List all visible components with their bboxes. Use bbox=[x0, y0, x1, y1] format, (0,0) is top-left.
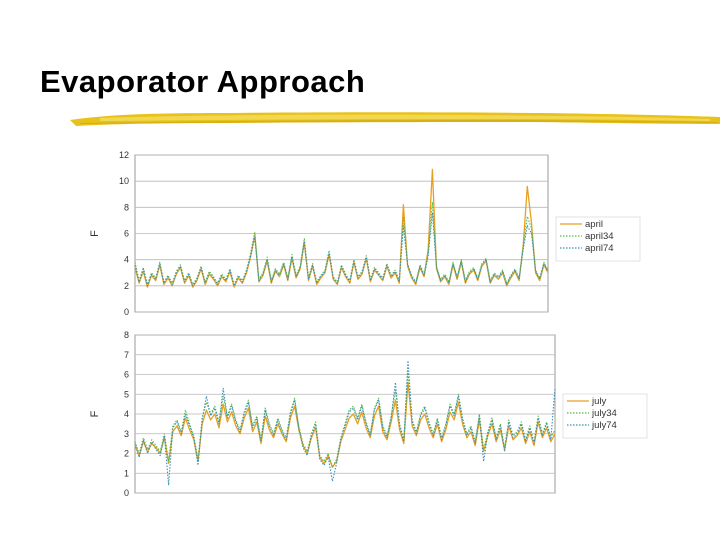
y-tick-label: 4 bbox=[124, 409, 129, 419]
y-tick-label: 12 bbox=[119, 150, 129, 160]
y-tick-label: 2 bbox=[124, 281, 129, 291]
y-tick-label: 5 bbox=[124, 389, 129, 399]
y-tick-label: 8 bbox=[124, 202, 129, 212]
y-tick-label: 0 bbox=[124, 488, 129, 498]
y-tick-label: 2 bbox=[124, 449, 129, 459]
title-underline-brush bbox=[70, 112, 720, 126]
y-tick-label: 3 bbox=[124, 429, 129, 439]
legend-label-july: july bbox=[591, 396, 607, 407]
slide-title: Evaporator Approach bbox=[40, 64, 366, 99]
y-axis-label: F bbox=[89, 410, 101, 417]
series-line-july74 bbox=[134, 360, 556, 486]
brush-stroke-highlight bbox=[100, 114, 710, 121]
legend-label-april: april bbox=[585, 219, 603, 230]
y-tick-label: 10 bbox=[119, 176, 129, 186]
y-tick-label: 7 bbox=[124, 350, 129, 360]
y-tick-label: 0 bbox=[124, 307, 129, 317]
legend-label-july74: july74 bbox=[591, 420, 617, 431]
legend-label-april34: april34 bbox=[585, 231, 614, 242]
legend-label-april74: april74 bbox=[585, 243, 614, 254]
y-tick-label: 8 bbox=[124, 330, 129, 340]
brush-stroke-shadow bbox=[80, 120, 718, 124]
legend-label-july34: july34 bbox=[591, 408, 617, 419]
y-axis-label: F bbox=[89, 230, 101, 237]
y-tick-label: 6 bbox=[124, 370, 129, 380]
legend-box bbox=[555, 216, 641, 262]
series-line-july bbox=[134, 381, 556, 468]
y-tick-label: 1 bbox=[124, 468, 129, 478]
series-line-april74 bbox=[134, 212, 549, 287]
series-line-july34 bbox=[134, 371, 556, 468]
y-tick-label: 6 bbox=[124, 229, 129, 239]
y-tick-label: 4 bbox=[124, 255, 129, 265]
